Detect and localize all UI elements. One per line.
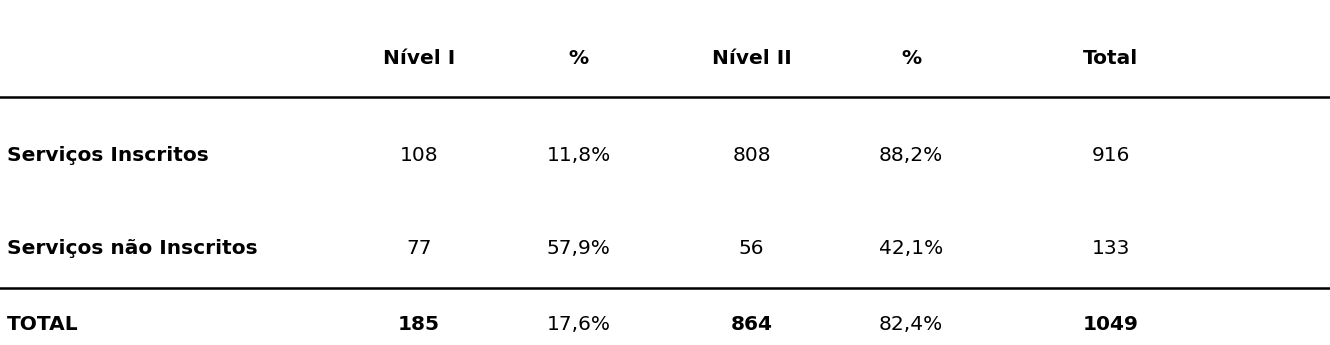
Text: Serviços não Inscritos: Serviços não Inscritos: [7, 239, 257, 258]
Text: 17,6%: 17,6%: [547, 315, 610, 334]
Text: 185: 185: [398, 315, 440, 334]
Text: Nível II: Nível II: [712, 49, 791, 68]
Text: 864: 864: [730, 315, 773, 334]
Text: 11,8%: 11,8%: [547, 146, 610, 165]
Text: 56: 56: [738, 239, 765, 258]
Text: 82,4%: 82,4%: [879, 315, 943, 334]
Text: TOTAL: TOTAL: [7, 315, 78, 334]
Text: 77: 77: [406, 239, 432, 258]
Text: 1049: 1049: [1083, 315, 1138, 334]
Text: Total: Total: [1083, 49, 1138, 68]
Text: 57,9%: 57,9%: [547, 239, 610, 258]
Text: Nível I: Nível I: [383, 49, 455, 68]
Text: 133: 133: [1092, 239, 1129, 258]
Text: Serviços Inscritos: Serviços Inscritos: [7, 146, 209, 165]
Text: %: %: [568, 49, 589, 68]
Text: 88,2%: 88,2%: [879, 146, 943, 165]
Text: %: %: [900, 49, 922, 68]
Text: 916: 916: [1092, 146, 1129, 165]
Text: 108: 108: [399, 146, 439, 165]
Text: 42,1%: 42,1%: [879, 239, 943, 258]
Text: 808: 808: [732, 146, 771, 165]
